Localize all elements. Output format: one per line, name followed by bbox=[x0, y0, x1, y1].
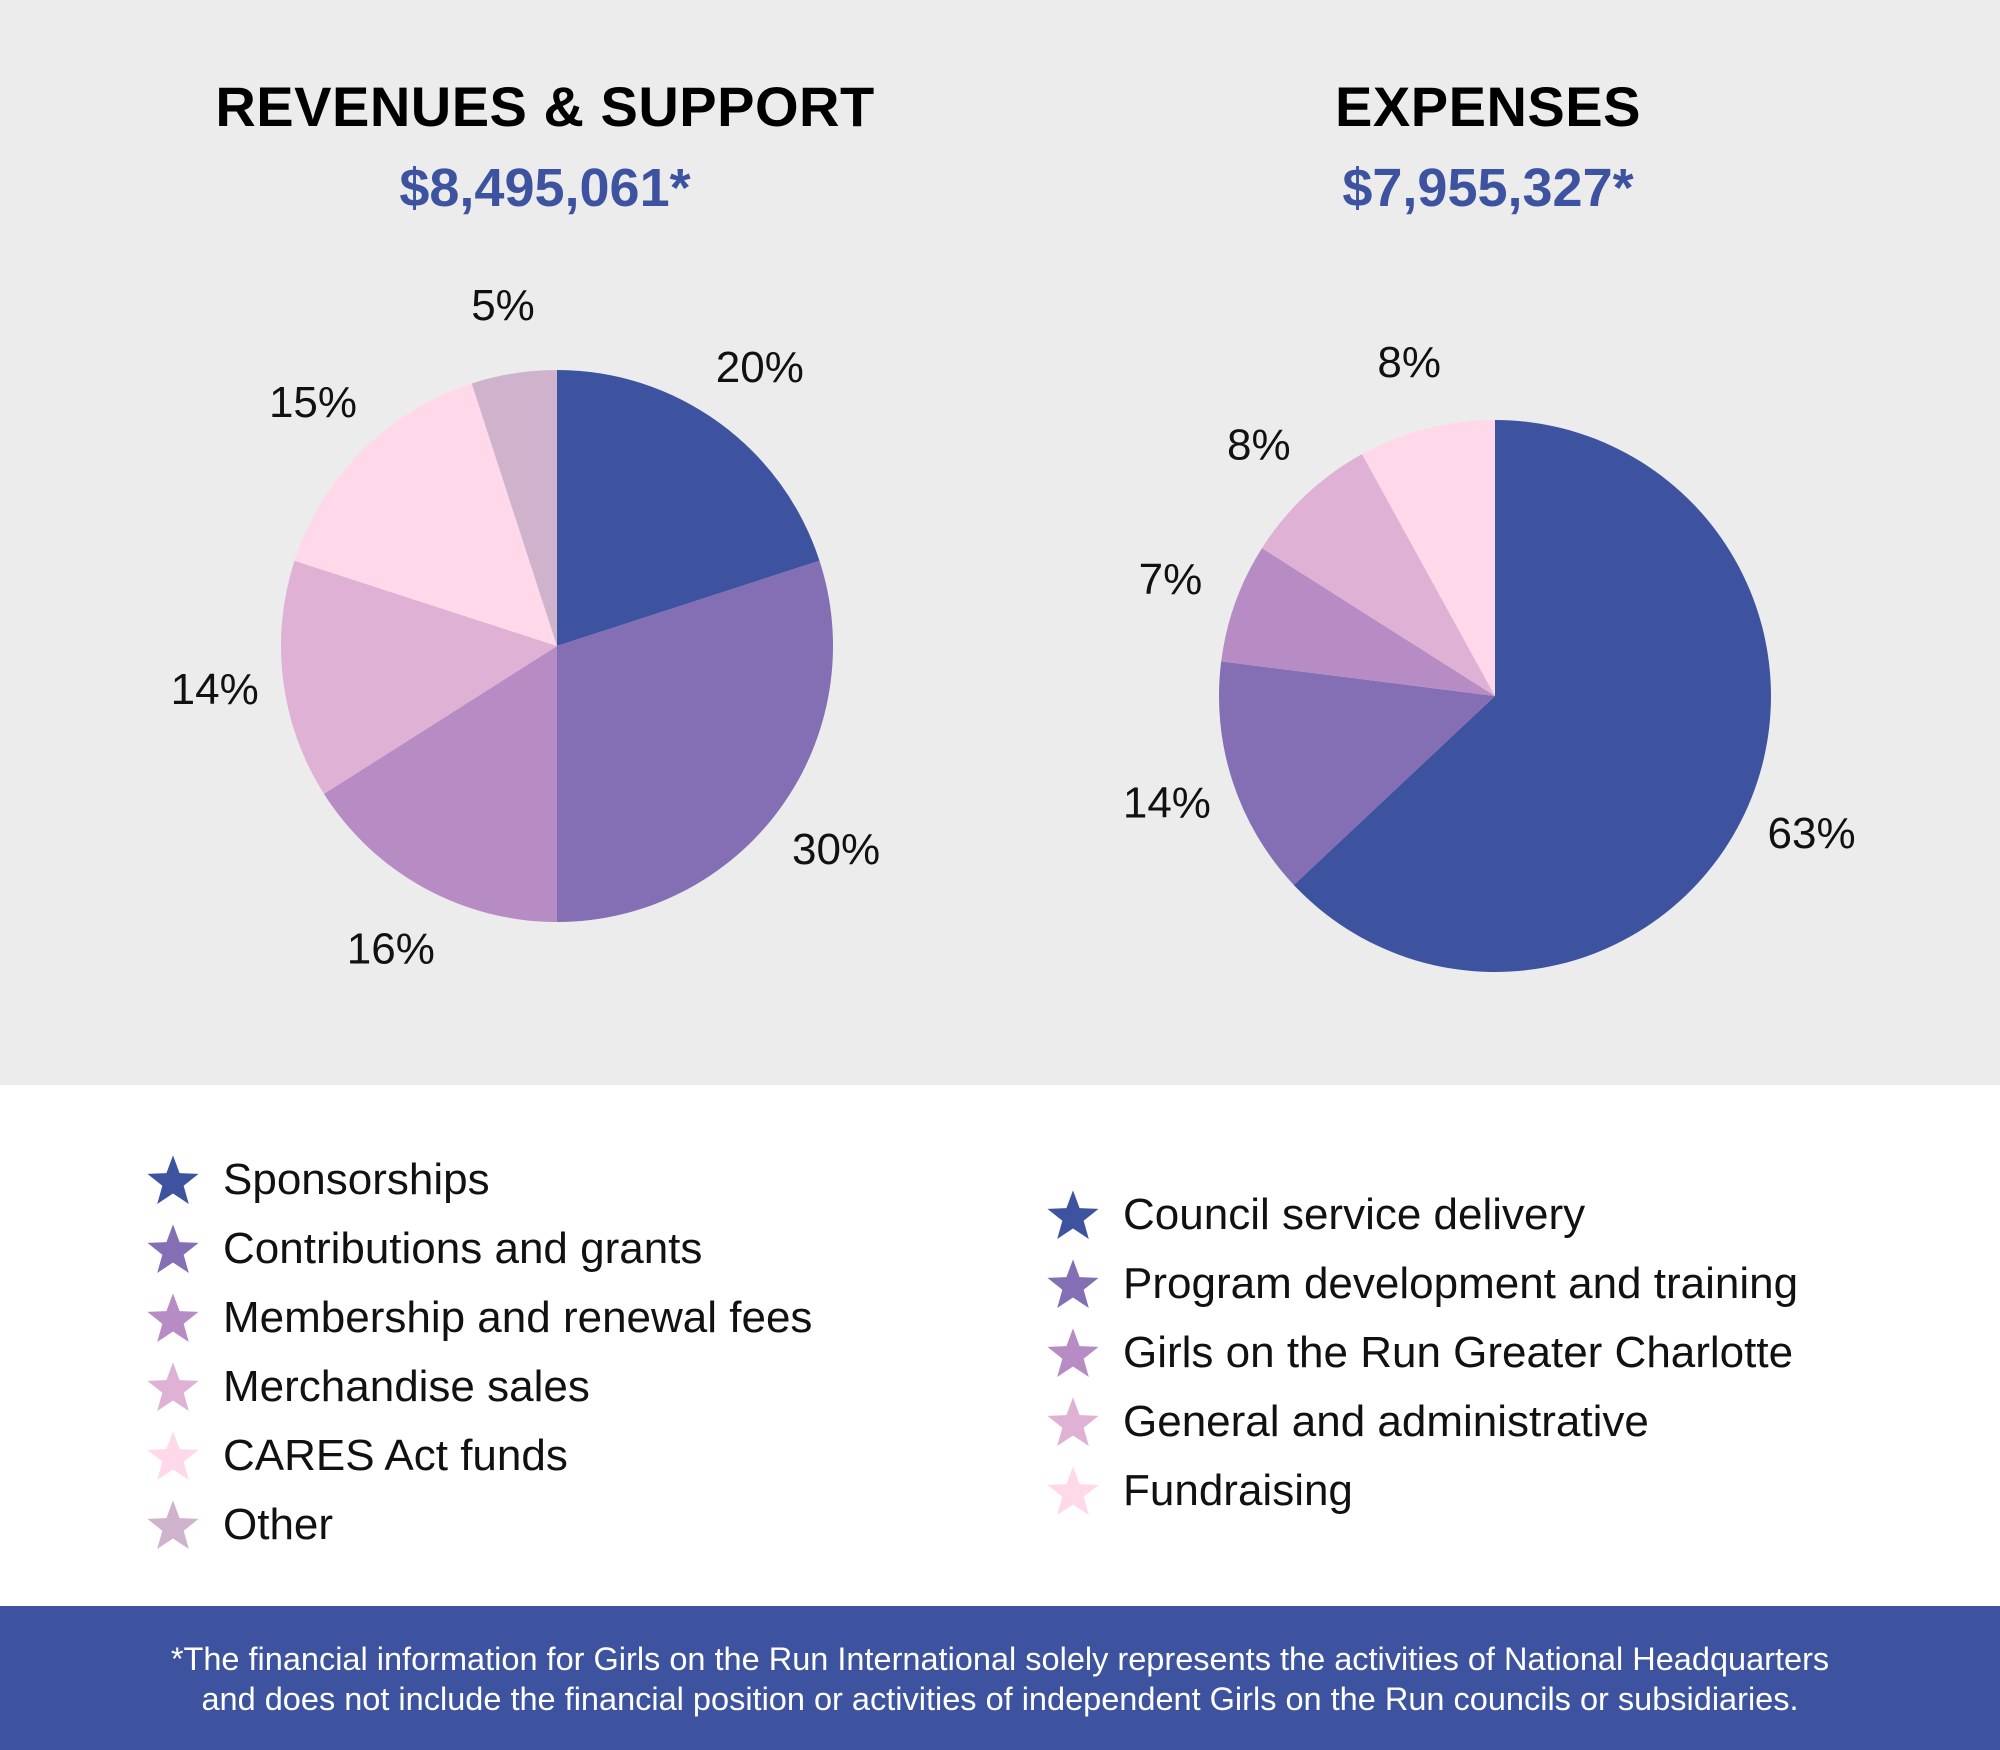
pie-slice-sponsorships bbox=[557, 370, 820, 646]
legend-label: Membership and renewal fees bbox=[223, 1292, 813, 1342]
slice-label-merchandise-sales: 14% bbox=[171, 665, 259, 714]
revenues-legend: Sponsorships Contributions and grants Memb… bbox=[145, 1145, 812, 1559]
legend-item-other: Other bbox=[145, 1490, 812, 1559]
slice-label-membership-and-renewal-fees: 16% bbox=[347, 924, 435, 973]
footnote: *The financial information for Girls on … bbox=[0, 1606, 2000, 1750]
pie-slice-membership-and-renewal-fees bbox=[323, 646, 557, 922]
legend-label: Other bbox=[223, 1499, 334, 1549]
expenses-legend: Council service delivery Program developm… bbox=[1045, 1180, 1798, 1525]
pie-slice-other bbox=[471, 370, 557, 646]
pie-slice-general-and-administrative bbox=[1261, 454, 1495, 696]
star-icon bbox=[1047, 1327, 1099, 1377]
legend-item-general-and-administrative: General and administrative bbox=[1045, 1387, 1798, 1456]
slice-label-girls-on-the-run-greater-charlotte: 7% bbox=[1139, 555, 1203, 604]
legend-item-cares-act-funds: CARES Act funds bbox=[145, 1421, 812, 1490]
legend-item-membership-and-renewal-fees: Membership and renewal fees bbox=[145, 1283, 812, 1352]
star-icon bbox=[147, 1361, 199, 1411]
legend-item-council-service-delivery: Council service delivery bbox=[1045, 1180, 1798, 1249]
legend-label: Merchandise sales bbox=[223, 1361, 590, 1411]
revenues-title: REVENUES & SUPPORT bbox=[215, 75, 875, 138]
slice-label-program-development-and-training: 14% bbox=[1123, 779, 1211, 828]
slice-label-cares-act-funds: 15% bbox=[269, 378, 357, 427]
legend-label: Fundraising bbox=[1123, 1465, 1353, 1515]
star-icon bbox=[147, 1430, 199, 1480]
revenues-total: $8,495,061* bbox=[399, 158, 691, 218]
star-icon bbox=[1047, 1189, 1099, 1239]
star-icon bbox=[147, 1499, 199, 1549]
pie-slice-merchandise-sales bbox=[281, 560, 557, 794]
pie-slice-girls-on-the-run-greater-charlotte bbox=[1221, 548, 1495, 696]
legend-label: Contributions and grants bbox=[223, 1223, 703, 1273]
slice-label-contributions-and-grants: 30% bbox=[792, 825, 880, 874]
slice-label-other: 5% bbox=[471, 281, 535, 330]
revenues-pie: 20% 30% 16% 14% 15% 5% bbox=[171, 281, 880, 973]
expenses-pie: 63% 14% 7% 8% 8% bbox=[1123, 338, 1856, 973]
pie-slice-cares-act-funds bbox=[294, 383, 557, 646]
legend-label: General and administrative bbox=[1123, 1396, 1649, 1446]
pie-slice-program-development-and-training bbox=[1219, 661, 1495, 885]
star-icon bbox=[147, 1223, 199, 1273]
footnote-line-2: and does not include the financial posit… bbox=[201, 1681, 1799, 1717]
legend-label: Sponsorships bbox=[223, 1154, 490, 1204]
legend-item-sponsorships: Sponsorships bbox=[145, 1145, 812, 1214]
expenses-total: $7,955,327* bbox=[1342, 158, 1634, 218]
slice-label-sponsorships: 20% bbox=[716, 343, 804, 392]
legend-label: Council service delivery bbox=[1123, 1189, 1586, 1239]
legend-item-program-development-and-training: Program development and training bbox=[1045, 1249, 1798, 1318]
star-icon bbox=[1047, 1396, 1099, 1446]
star-icon bbox=[1047, 1258, 1099, 1308]
star-icon bbox=[147, 1292, 199, 1342]
legend-item-merchandise-sales: Merchandise sales bbox=[145, 1352, 812, 1421]
slice-label-council-service-delivery: 63% bbox=[1768, 809, 1856, 858]
legend-label: CARES Act funds bbox=[223, 1430, 568, 1480]
pie-slice-contributions-and-grants bbox=[557, 560, 833, 922]
pie-slice-fundraising bbox=[1362, 420, 1495, 696]
star-icon bbox=[147, 1154, 199, 1204]
footnote-line-1: *The financial information for Girls on … bbox=[170, 1641, 1830, 1677]
legend-label: Girls on the Run Greater Charlotte bbox=[1123, 1327, 1794, 1377]
star-icon bbox=[1047, 1465, 1099, 1515]
slice-label-fundraising: 8% bbox=[1377, 338, 1441, 387]
legend-label: Program development and training bbox=[1123, 1258, 1799, 1308]
pie-slice-council-service-delivery bbox=[1293, 420, 1771, 973]
legend-item-girls-on-the-run-greater-charlotte: Girls on the Run Greater Charlotte bbox=[1045, 1318, 1798, 1387]
slice-label-general-and-administrative: 8% bbox=[1227, 421, 1291, 470]
pie-charts: 20% 30% 16% 14% 15% 5% 63% 14% 7% 8% 8% bbox=[171, 281, 1856, 973]
legend-item-fundraising: Fundraising bbox=[1045, 1456, 1798, 1525]
expenses-title: EXPENSES bbox=[1335, 75, 1641, 138]
legend-item-contributions-and-grants: Contributions and grants bbox=[145, 1214, 812, 1283]
